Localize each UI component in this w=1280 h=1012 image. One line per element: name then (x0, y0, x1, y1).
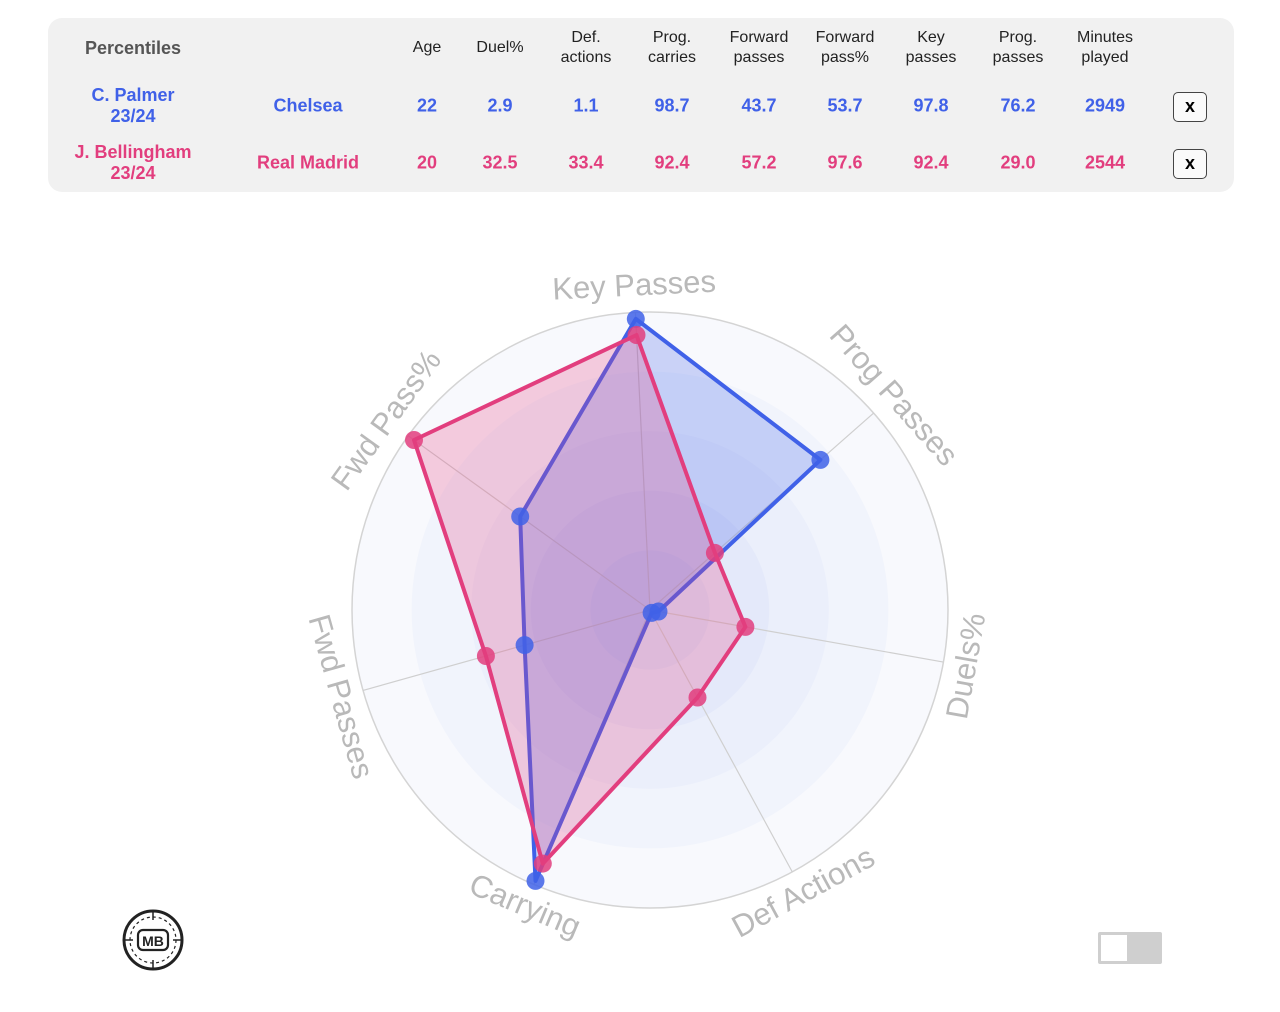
player-1-key-passes: 97.8 (913, 95, 949, 116)
axis-label-key-passes: Key Passes (551, 264, 716, 307)
radar-point-series-1-axis-4 (642, 603, 661, 622)
player-2-forward-passes: 57.2 (741, 152, 777, 173)
player-1-duel: 2.9 (487, 95, 513, 116)
radar-point-series-2-axis-1 (627, 326, 646, 344)
radar-point-series-1-axis-6 (515, 636, 534, 655)
remove-player-2-button[interactable]: x (1173, 149, 1207, 179)
player-2-minutes: 2544 (1084, 152, 1126, 173)
radar-spoke-4 (649, 609, 793, 873)
radar-point-series-2-axis-5 (533, 854, 552, 873)
radar-areas (412, 316, 823, 883)
radar-spoke-6 (362, 609, 651, 692)
col-header-duel: Duel% (476, 39, 524, 56)
player-2-prog-passes: 29.0 (1000, 152, 1036, 173)
radar-spoke-7 (407, 435, 651, 611)
player-1-forward-passes: 43.7 (741, 95, 777, 116)
mb-logo: MB (122, 909, 184, 971)
player-team-2: Real Madrid (256, 152, 360, 173)
radar-point-series-2-axis-4 (688, 688, 707, 707)
radar-spoke-3 (649, 609, 944, 663)
radar-area-series-1 (518, 316, 823, 883)
col-header-prog-carries: Prog. carries (647, 29, 697, 66)
player-1-prog-carries: 98.7 (654, 95, 690, 116)
radar-point-series-2-axis-2 (705, 543, 724, 562)
player-1-prog-passes: 76.2 (1000, 95, 1036, 116)
col-header-forward-pass-pct: Forward pass% (815, 29, 875, 66)
player-1-def-actions: 1.1 (573, 95, 599, 116)
radar-area-series-2 (412, 333, 748, 866)
view-toggle[interactable] (1098, 932, 1162, 964)
col-header-forward-passes: Forward passes (729, 29, 789, 66)
radar-point-series-2-axis-3 (736, 617, 755, 636)
player-name-2: J. Bellingham 23/24 (74, 142, 192, 183)
radar-spoke-2 (649, 412, 875, 611)
toggle-knob (1101, 935, 1127, 961)
comparison-table: Percentiles Age Duel% Def. actions Prog. c… (48, 18, 1234, 192)
radar-point-series-1-axis-2 (811, 450, 830, 469)
remove-player-1-button[interactable]: x (1173, 92, 1207, 122)
radar-point-series-1-axis-7 (511, 507, 530, 526)
player-2-def-actions: 33.4 (568, 152, 604, 173)
percentiles-header: Percentiles (84, 38, 182, 58)
col-header-age: Age (412, 39, 442, 56)
player-team-1: Chelsea (273, 95, 343, 116)
svg-text:MB: MB (142, 933, 164, 949)
col-header-prog-passes: Prog. passes (992, 29, 1044, 66)
player-2-age: 20 (416, 152, 438, 173)
player-1-age: 22 (416, 95, 438, 116)
player-2-prog-carries: 92.4 (654, 152, 690, 173)
col-header-minutes-played: Minutes played (1076, 29, 1134, 66)
player-2-duel: 32.5 (482, 152, 518, 173)
player-2-forward-pass-pct: 97.6 (827, 152, 863, 173)
radar-spoke-1 (634, 312, 651, 611)
col-header-def-actions: Def. actions (560, 29, 612, 66)
player-1-minutes: 2949 (1084, 95, 1126, 116)
player-2-key-passes: 92.4 (913, 152, 949, 173)
radar-point-series-1-axis-5 (526, 871, 545, 890)
player-1-forward-pass-pct: 53.7 (827, 95, 863, 116)
radar-points (405, 309, 830, 890)
col-header-key-passes: Key passes (905, 29, 957, 66)
radar-point-series-2-axis-7 (405, 431, 423, 449)
player-name-1: C. Palmer 23/24 (91, 85, 175, 126)
radar-point-series-2-axis-6 (476, 647, 495, 665)
radar-point-series-1-axis-1 (626, 309, 645, 328)
